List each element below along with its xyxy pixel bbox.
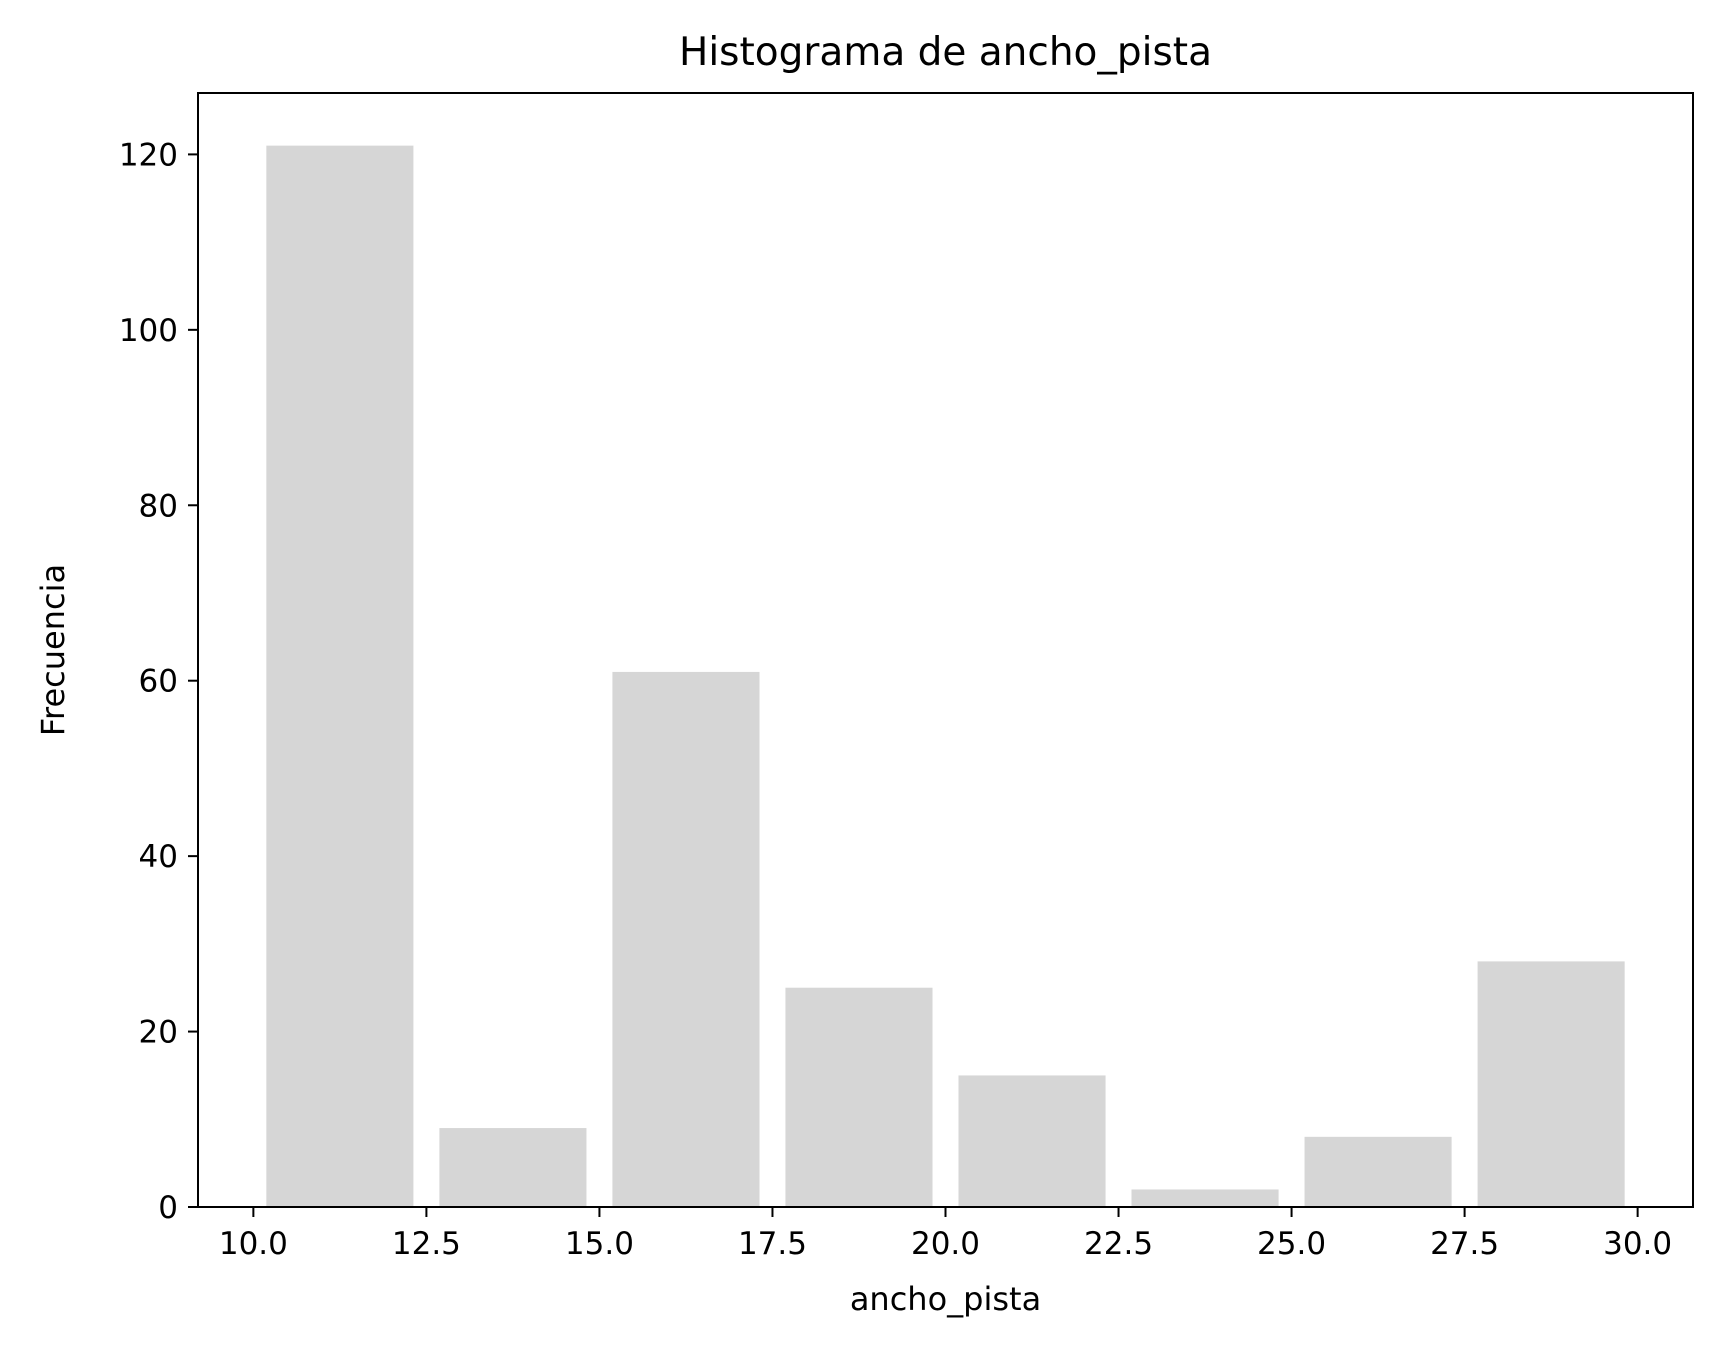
x-axis-ticks: 10.0 12.5 15.0 17.5 20.0 22.5 25.0 27.5 30.0 bbox=[219, 1207, 1672, 1262]
y-axis-ticks: 0 20 40 60 80 100 120 bbox=[119, 137, 198, 1226]
x-tick-label: 22.5 bbox=[1084, 1226, 1153, 1262]
y-tick-label: 80 bbox=[139, 488, 178, 524]
x-tick-label: 17.5 bbox=[738, 1226, 807, 1262]
histogram-bar-5 bbox=[958, 1075, 1106, 1207]
x-tick-label: 20.0 bbox=[911, 1226, 980, 1262]
x-tick-label: 25.0 bbox=[1257, 1226, 1326, 1262]
y-tick-label: 0 bbox=[158, 1190, 178, 1226]
x-tick-label: 10.0 bbox=[219, 1226, 288, 1262]
x-tick-label: 12.5 bbox=[392, 1226, 461, 1262]
x-tick-label: 30.0 bbox=[1603, 1226, 1672, 1262]
histogram-bar-4 bbox=[785, 987, 933, 1207]
x-tick-label: 15.0 bbox=[565, 1226, 634, 1262]
histogram-bar-2 bbox=[439, 1128, 587, 1207]
y-tick-label: 120 bbox=[119, 137, 178, 173]
x-tick-label: 27.5 bbox=[1430, 1226, 1499, 1262]
chart-title: Histograma de ancho_pista bbox=[679, 30, 1212, 75]
histogram-bar-8 bbox=[1477, 961, 1625, 1207]
y-axis-label: Frecuencia bbox=[34, 564, 72, 736]
histogram-bar-3 bbox=[612, 671, 760, 1207]
histogram-bar-7 bbox=[1304, 1136, 1452, 1207]
y-tick-label: 60 bbox=[139, 664, 178, 700]
y-tick-label: 100 bbox=[119, 313, 178, 349]
y-tick-label: 40 bbox=[139, 839, 178, 875]
bars-group bbox=[266, 145, 1625, 1208]
histogram-bar-1 bbox=[266, 145, 414, 1208]
y-tick-label: 20 bbox=[139, 1015, 178, 1051]
x-axis-label: ancho_pista bbox=[850, 1280, 1041, 1318]
histogram-bar-6 bbox=[1131, 1189, 1279, 1207]
